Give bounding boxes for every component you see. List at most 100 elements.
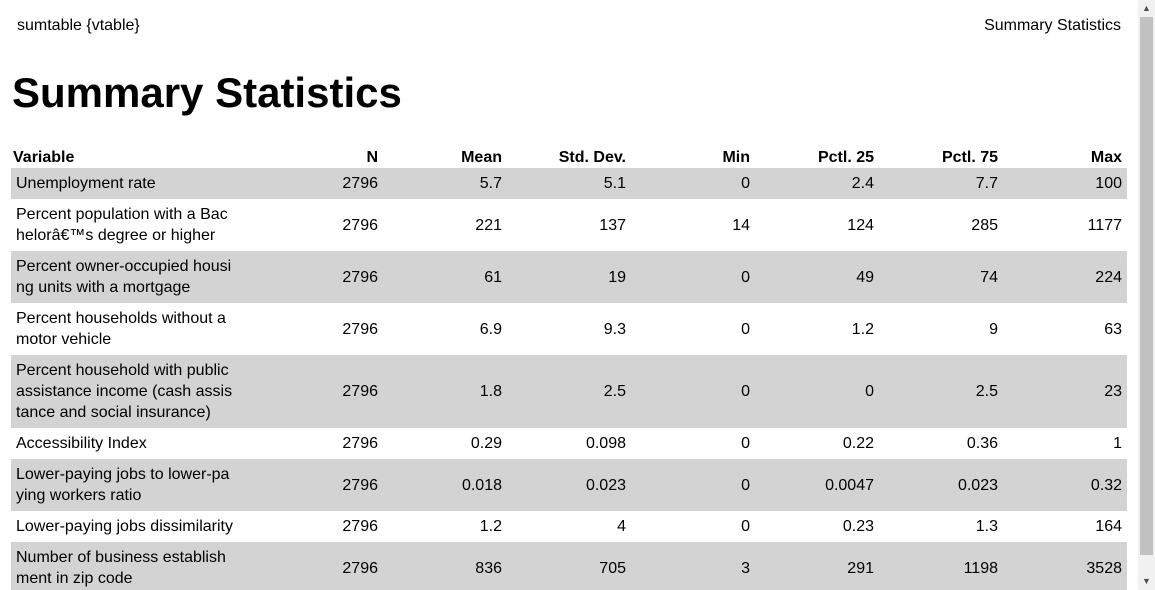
cell-std-dev: 137: [599, 216, 626, 234]
page-title: Summary Statistics: [12, 69, 402, 116]
cell-variable: Percent owner-occupied housi ng units wit…: [11, 251, 281, 303]
column-header-pctl-25: Pctl. 25: [817, 149, 874, 166]
cell-mean: 836: [475, 559, 502, 577]
variable-label-line: Percent households without a: [16, 310, 226, 327]
variable-label-line: Lower-paying jobs to lower-pa: [16, 466, 230, 483]
cell-n: 2796: [342, 476, 378, 494]
cell-pctl-25: 291: [847, 559, 874, 577]
doc-header: sumtable {vtable} Summary Statistics: [17, 16, 1121, 38]
cell-min: 0: [741, 435, 750, 452]
cell-variable: Unemployment rate: [11, 168, 281, 199]
doc-header-left: sumtable {vtable}: [17, 17, 140, 34]
cell-max: 164: [1095, 518, 1122, 535]
cell-min: 3: [741, 559, 750, 577]
doc-header-right: Summary Statistics: [984, 17, 1121, 34]
variable-label-line: Percent population with a Bac: [16, 206, 228, 223]
cell-mean: 1.8: [479, 383, 502, 400]
table-row: Percent household with public assistance …: [11, 355, 1127, 428]
table-row: Accessibility Index 2796 0.29 0.098 0 0.22 0.3…: [11, 428, 1127, 459]
cell-mean: 5.7: [479, 175, 502, 192]
cell-max: 1177: [1087, 216, 1122, 234]
cell-mean: 61: [484, 268, 502, 286]
column-header-max: Max: [1090, 149, 1122, 166]
cell-pctl-75: 74: [980, 268, 998, 286]
variable-label-line: Number of business establish: [16, 549, 226, 566]
cell-min: 0: [741, 518, 750, 535]
cell-max: 100: [1095, 175, 1122, 192]
cell-std-dev: 0.023: [585, 476, 626, 494]
variable-label-line: ng units with a mortgage: [16, 279, 191, 296]
scrollbar-thumb[interactable]: [1140, 17, 1153, 555]
cell-min: 0: [741, 175, 750, 192]
cell-pctl-25: 0.22: [842, 435, 874, 452]
cell-max: 3528: [1086, 559, 1122, 577]
table-body: Unemployment rate 2796 5.7 5.1 0 2.4 7.7 100 Per…: [11, 168, 1127, 590]
cell-pctl-25: 1.2: [851, 320, 874, 338]
cell-pctl-75: 1.3: [975, 518, 998, 535]
cell-pctl-25: 0: [865, 383, 874, 400]
cell-pctl-25: 2.4: [851, 175, 874, 192]
column-header-mean: Mean: [461, 149, 502, 166]
table-row: Percent households without a motor vehicl…: [11, 303, 1127, 355]
table-row: Lower-paying jobs dissimilarity 2796 1.2 4 0…: [11, 511, 1127, 542]
cell-pctl-25: 0.0047: [825, 476, 874, 494]
cell-n: 2796: [342, 320, 378, 338]
column-header-pctl-75: Pctl. 75: [941, 149, 998, 166]
variable-label-line: ment in zip code: [16, 570, 133, 587]
cell-min: 0: [741, 383, 750, 400]
cell-std-dev: 19: [608, 268, 626, 286]
cell-std-dev: 2.5: [603, 383, 626, 400]
cell-mean: 221: [475, 216, 502, 234]
column-header-variable: Variable: [13, 149, 75, 166]
table-row: Lower-paying jobs to lower-pa ying worker…: [11, 459, 1127, 511]
cell-std-dev: 9.3: [603, 320, 626, 338]
cell-pctl-75: 1198: [963, 559, 998, 577]
cell-pctl-75: 285: [971, 216, 998, 234]
cell-pctl-75: 7.7: [975, 175, 998, 192]
cell-std-dev: 0.098: [585, 435, 626, 452]
cell-pctl-25: 124: [847, 216, 874, 234]
cell-variable: Accessibility Index: [11, 428, 281, 459]
cell-mean: 0.018: [461, 476, 502, 494]
table-row: Percent population with a Bac helorâ€™s d…: [11, 199, 1127, 251]
scroll-down-arrow-icon[interactable]: ▼: [1142, 576, 1151, 586]
scroll-up-arrow-icon[interactable]: ▲: [1142, 3, 1151, 13]
variable-label-line: Lower-paying jobs dissimilarity: [16, 518, 233, 535]
cell-variable: Lower-paying jobs to lower-pa ying worker…: [11, 459, 281, 511]
cell-max: 1: [1113, 435, 1122, 452]
cell-min: 0: [741, 268, 750, 286]
cell-min: 14: [732, 216, 750, 234]
variable-label-line: Accessibility Index: [16, 435, 147, 452]
cell-variable: Lower-paying jobs dissimilarity: [11, 511, 281, 542]
cell-max: 0.32: [1090, 476, 1122, 494]
cell-n: 2796: [342, 383, 378, 400]
cell-std-dev: 4: [617, 518, 626, 535]
cell-min: 0: [741, 476, 750, 494]
cell-n: 2796: [342, 435, 378, 452]
cell-pctl-75: 0.023: [957, 476, 998, 494]
cell-n: 2796: [342, 518, 378, 535]
cell-pctl-25: 49: [856, 268, 874, 286]
table-header-row: Variable N Mean Std. Dev. Min Pctl. 25 P…: [11, 146, 1127, 168]
cell-n: 2796: [342, 559, 378, 577]
cell-variable: Percent household with public assistance …: [11, 355, 281, 428]
cell-min: 0: [741, 320, 750, 338]
cell-pctl-75: 2.5: [975, 383, 998, 400]
vertical-scrollbar[interactable]: ▲ ▼: [1138, 0, 1155, 590]
cell-max: 23: [1104, 383, 1122, 400]
variable-label-line: Unemployment rate: [16, 175, 156, 192]
cell-mean: 1.2: [479, 518, 502, 535]
cell-max: 63: [1104, 320, 1122, 338]
cell-mean: 0.29: [470, 435, 502, 452]
cell-variable: Percent households without a motor vehicl…: [11, 303, 281, 355]
cell-n: 2796: [342, 268, 378, 286]
variable-label-line: helorâ€™s degree or higher: [16, 227, 216, 244]
cell-std-dev: 5.1: [603, 175, 626, 192]
variable-label-line: Percent owner-occupied housi: [16, 258, 232, 275]
column-header-std-dev: Std. Dev.: [558, 149, 626, 166]
column-header-min: Min: [722, 149, 750, 166]
cell-pctl-75: 9: [989, 320, 998, 338]
cell-max: 224: [1095, 268, 1122, 286]
table-row: Number of business establish ment in zip …: [11, 542, 1127, 590]
